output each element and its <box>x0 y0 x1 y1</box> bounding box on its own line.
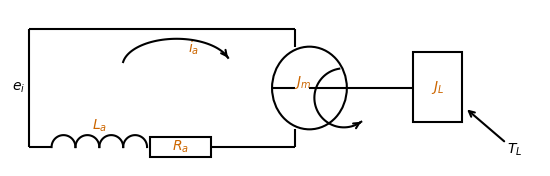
FancyBboxPatch shape <box>150 137 211 157</box>
Text: $R_a$: $R_a$ <box>172 139 189 155</box>
Text: $i_a$: $i_a$ <box>188 40 199 57</box>
Text: $J_m$: $J_m$ <box>294 74 311 91</box>
Text: $L_a$: $L_a$ <box>92 117 107 134</box>
Text: $T_L$: $T_L$ <box>508 142 523 158</box>
Text: $J_L$: $J_L$ <box>431 78 444 96</box>
Text: $e_i$: $e_i$ <box>12 81 25 95</box>
FancyBboxPatch shape <box>413 52 462 122</box>
